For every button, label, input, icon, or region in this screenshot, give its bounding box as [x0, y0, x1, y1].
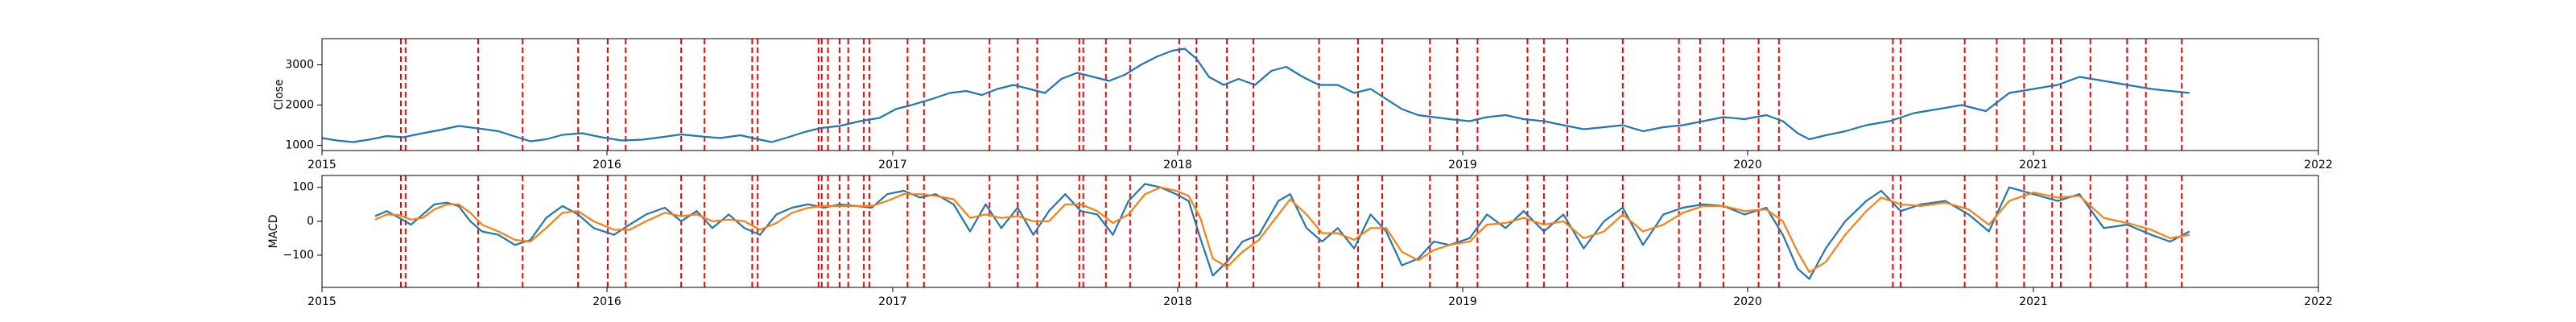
macd-y-ticks: −100 0 100: [283, 181, 322, 262]
close-x-tick-label: 2020: [1733, 159, 1762, 171]
close-y-tick-label: 1000: [285, 139, 314, 152]
close-marker-lines: [399, 39, 2183, 151]
close-y-tick-label: 3000: [285, 59, 314, 72]
macd-x-tick-label: 2019: [1448, 295, 1477, 308]
close-series-line-1: [321, 47, 2190, 143]
close-x-tick-label: 2016: [592, 159, 621, 171]
macd-series-line-1: [374, 183, 2190, 280]
close-x-ticks: 2015 2016 2017 2018 2019 2020 2021 2022: [308, 151, 2333, 171]
macd-x-tick-label: 2018: [1163, 295, 1192, 308]
close-x-tick-label: 2018: [1163, 159, 1192, 171]
macd-y-tick-label: 0: [307, 215, 314, 228]
macd-x-tick-label: 2021: [2019, 295, 2048, 308]
macd-x-tick-label: 2020: [1733, 295, 1762, 308]
close-x-tick-label: 2022: [2304, 159, 2333, 171]
close-x-tick-label: 2015: [308, 159, 336, 171]
close-x-tick-label: 2017: [878, 159, 907, 171]
close-subplot: 2015 2016 2017 2018 2019 2020 2021 2022 1000 200…: [273, 38, 2333, 171]
macd-x-tick-label: 2017: [878, 295, 907, 308]
close-x-tick-label: 2021: [2019, 159, 2048, 171]
macd-subplot: 2015 2016 2017 2018 2019 2020 2021 2022 −100 0 10…: [267, 175, 2333, 308]
macd-y-axis-label: MACD: [267, 215, 280, 249]
macd-marker-lines: [399, 175, 2183, 287]
macd-x-tick-label: 2016: [592, 295, 621, 308]
close-x-tick-label: 2019: [1448, 159, 1477, 171]
macd-plot-frame: [321, 175, 2319, 288]
macd-x-ticks: 2015 2016 2017 2018 2019 2020 2021 2022: [308, 287, 2333, 308]
macd-y-tick-label: −100: [283, 249, 314, 262]
close-plot-frame: [321, 38, 2319, 151]
macd-x-tick-label: 2015: [308, 295, 336, 308]
close-y-tick-label: 2000: [285, 99, 314, 112]
close-series-group: [321, 47, 2190, 143]
macd-series-line-2: [374, 186, 2190, 274]
macd-series-group: [374, 183, 2190, 280]
close-y-ticks: 1000 2000 3000: [285, 59, 322, 152]
macd-x-tick-label: 2022: [2304, 295, 2333, 308]
close-y-axis-label: Close: [273, 79, 286, 109]
macd-y-tick-label: 100: [292, 181, 314, 194]
